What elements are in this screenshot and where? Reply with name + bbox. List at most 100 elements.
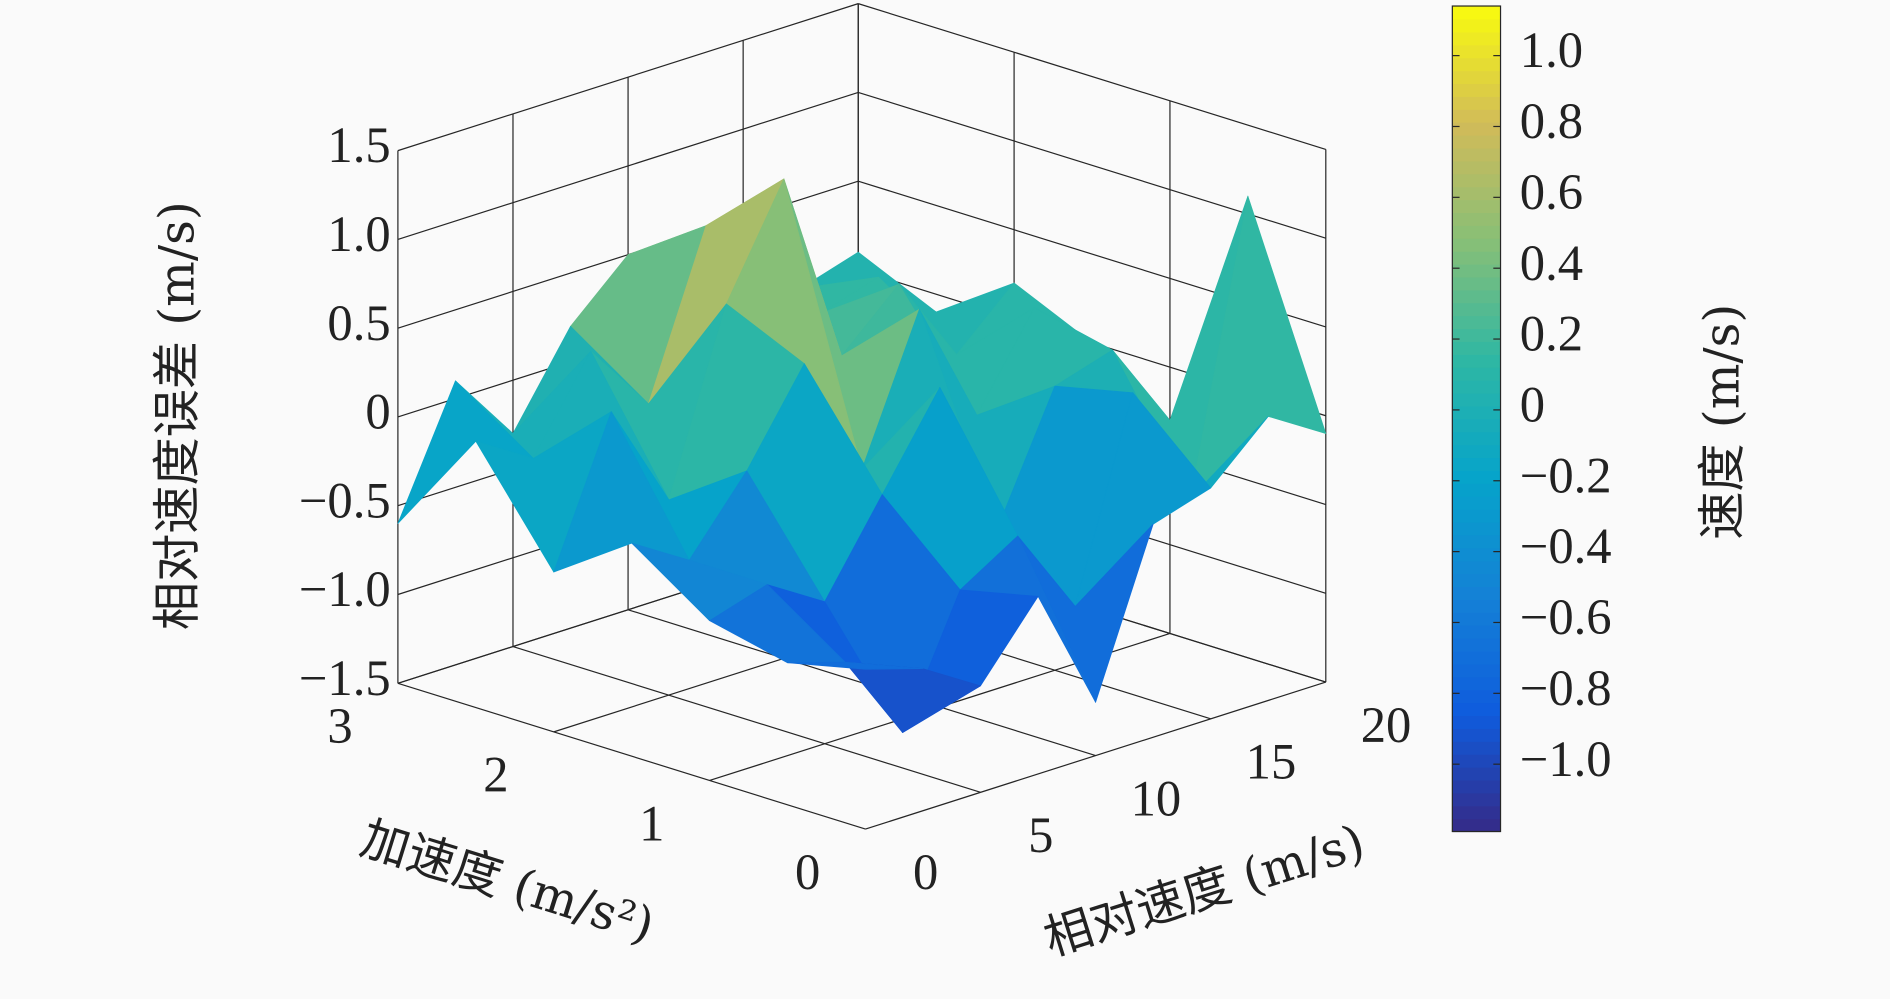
colorbar-swatch xyxy=(1452,586,1501,600)
colorbar-tick-label: 0.8 xyxy=(1520,93,1583,149)
grid-line xyxy=(397,91,859,240)
colorbar-swatch xyxy=(1452,702,1501,717)
colorbar-swatch xyxy=(1452,392,1501,407)
colorbar-swatch xyxy=(1452,663,1501,678)
y-axis-label: 加速度 (m/s²) xyxy=(354,811,660,955)
colorbar-label: 速度 (m/s) xyxy=(1694,304,1750,540)
colorbar-tick-label: 0.4 xyxy=(1520,235,1583,291)
colorbar-swatch xyxy=(1452,650,1501,665)
y-tick-label: 0 xyxy=(795,844,820,900)
colorbar-swatch xyxy=(1452,380,1501,394)
colorbar-swatch xyxy=(1452,612,1501,626)
colorbar-swatch xyxy=(1452,715,1501,729)
grid-line xyxy=(865,681,1326,830)
colorbar-tick-label: 1.0 xyxy=(1520,22,1583,78)
x-axis-label: 相对速度 (m/s) xyxy=(1037,814,1371,967)
y-tick-label: 1 xyxy=(639,795,664,851)
colorbar-swatch xyxy=(1452,547,1501,562)
colorbar-swatch xyxy=(1452,83,1501,97)
colorbar-swatch xyxy=(1452,818,1501,833)
colorbar-swatch xyxy=(1452,676,1501,691)
colorbar-swatch xyxy=(1452,754,1501,768)
surface-patch xyxy=(787,661,924,670)
colorbar-swatch xyxy=(1452,418,1501,433)
colorbar-swatch xyxy=(1452,741,1501,755)
colorbar-tick-label: −0.6 xyxy=(1520,589,1612,645)
colorbar-tick-label: −0.4 xyxy=(1520,518,1612,574)
colorbar-swatch xyxy=(1452,573,1501,588)
colorbar-swatch xyxy=(1452,135,1501,149)
x-tick-label: 15 xyxy=(1246,734,1297,790)
colorbar-swatch xyxy=(1452,457,1501,471)
colorbar-swatch xyxy=(1452,57,1501,72)
colorbar-swatch xyxy=(1452,328,1501,342)
colorbar-swatch xyxy=(1452,70,1501,85)
z-tick-label: −1.5 xyxy=(299,650,391,706)
colorbar-tick-label: −0.8 xyxy=(1520,660,1612,716)
colorbar-swatch xyxy=(1452,354,1501,368)
colorbar-swatch xyxy=(1452,367,1501,381)
colorbar-swatch xyxy=(1452,147,1501,162)
colorbar-swatch xyxy=(1452,212,1501,226)
colorbar-swatch xyxy=(1452,18,1501,33)
colorbar-swatch xyxy=(1452,186,1501,201)
z-tick-label: 1.5 xyxy=(327,117,390,173)
grid-line xyxy=(397,3,859,152)
colorbar-swatch xyxy=(1452,444,1501,459)
colorbar-swatch xyxy=(1452,276,1501,291)
colorbar-swatch xyxy=(1452,728,1501,742)
colorbar-tick-label: −1.0 xyxy=(1520,731,1612,787)
colorbar-swatch xyxy=(1452,96,1501,110)
colorbar-swatch xyxy=(1452,341,1501,355)
colorbar-swatch xyxy=(1452,6,1501,20)
grid-line xyxy=(397,682,866,830)
grid-line xyxy=(858,3,1326,151)
colorbar-swatch xyxy=(1452,302,1501,317)
colorbar-swatch xyxy=(1452,122,1501,136)
colorbar-swatch xyxy=(1452,689,1501,704)
colorbar-swatch xyxy=(1452,405,1501,420)
colorbar-tick-label: 0 xyxy=(1520,377,1545,433)
grid-line xyxy=(858,91,1326,239)
y-tick-label: 2 xyxy=(483,747,508,803)
z-tick-label: 1.0 xyxy=(327,206,390,262)
colorbar-swatch xyxy=(1452,289,1501,304)
z-tick-label: −0.5 xyxy=(299,472,391,528)
colorbar-swatch xyxy=(1452,779,1501,794)
x-tick-label: 20 xyxy=(1361,697,1412,753)
colorbar-swatch xyxy=(1452,483,1501,497)
grid-line xyxy=(512,645,981,793)
colorbar-swatch xyxy=(1452,805,1501,820)
colorbar-swatch xyxy=(1452,238,1501,252)
x-tick-label: 10 xyxy=(1131,770,1182,826)
colorbar-swatch xyxy=(1452,792,1501,807)
colorbar-swatch xyxy=(1452,560,1501,575)
colorbar-swatch xyxy=(1452,496,1501,510)
y-tick-label: 3 xyxy=(327,698,352,754)
x-tick-label: 5 xyxy=(1028,807,1053,863)
colorbar-swatch xyxy=(1452,599,1501,613)
z-tick-label: 0.5 xyxy=(327,295,390,351)
colorbar-swatch xyxy=(1452,431,1501,446)
x-tick-label: 0 xyxy=(913,844,938,900)
colorbar-swatch xyxy=(1452,315,1501,330)
colorbar-swatch xyxy=(1452,263,1501,278)
colorbar-swatch xyxy=(1452,199,1501,213)
colorbar-swatch xyxy=(1452,625,1501,639)
colorbar-swatch xyxy=(1452,160,1501,175)
colorbar-swatch xyxy=(1452,470,1501,484)
colorbar-frame xyxy=(1451,5,1502,833)
colorbar-swatch xyxy=(1452,173,1501,188)
colorbar-tick-label: −0.2 xyxy=(1520,447,1612,503)
colorbar-swatch xyxy=(1452,521,1501,536)
z-axis-label: 相对速度误差 (m/s) xyxy=(149,201,205,630)
colorbar-swatch xyxy=(1452,767,1501,781)
colorbar: −1.0 −0.8 −0.6 −0.4 −0.2 0 0.2 0.4 0.6 0.8 1.0 xyxy=(1451,5,1612,833)
colorbar-swatch xyxy=(1452,31,1501,46)
colorbar-swatch xyxy=(1452,44,1501,59)
colorbar-tick-label: 0.6 xyxy=(1520,164,1583,220)
colorbar-tick-label: 0.2 xyxy=(1520,306,1583,362)
colorbar-swatch xyxy=(1452,638,1501,652)
